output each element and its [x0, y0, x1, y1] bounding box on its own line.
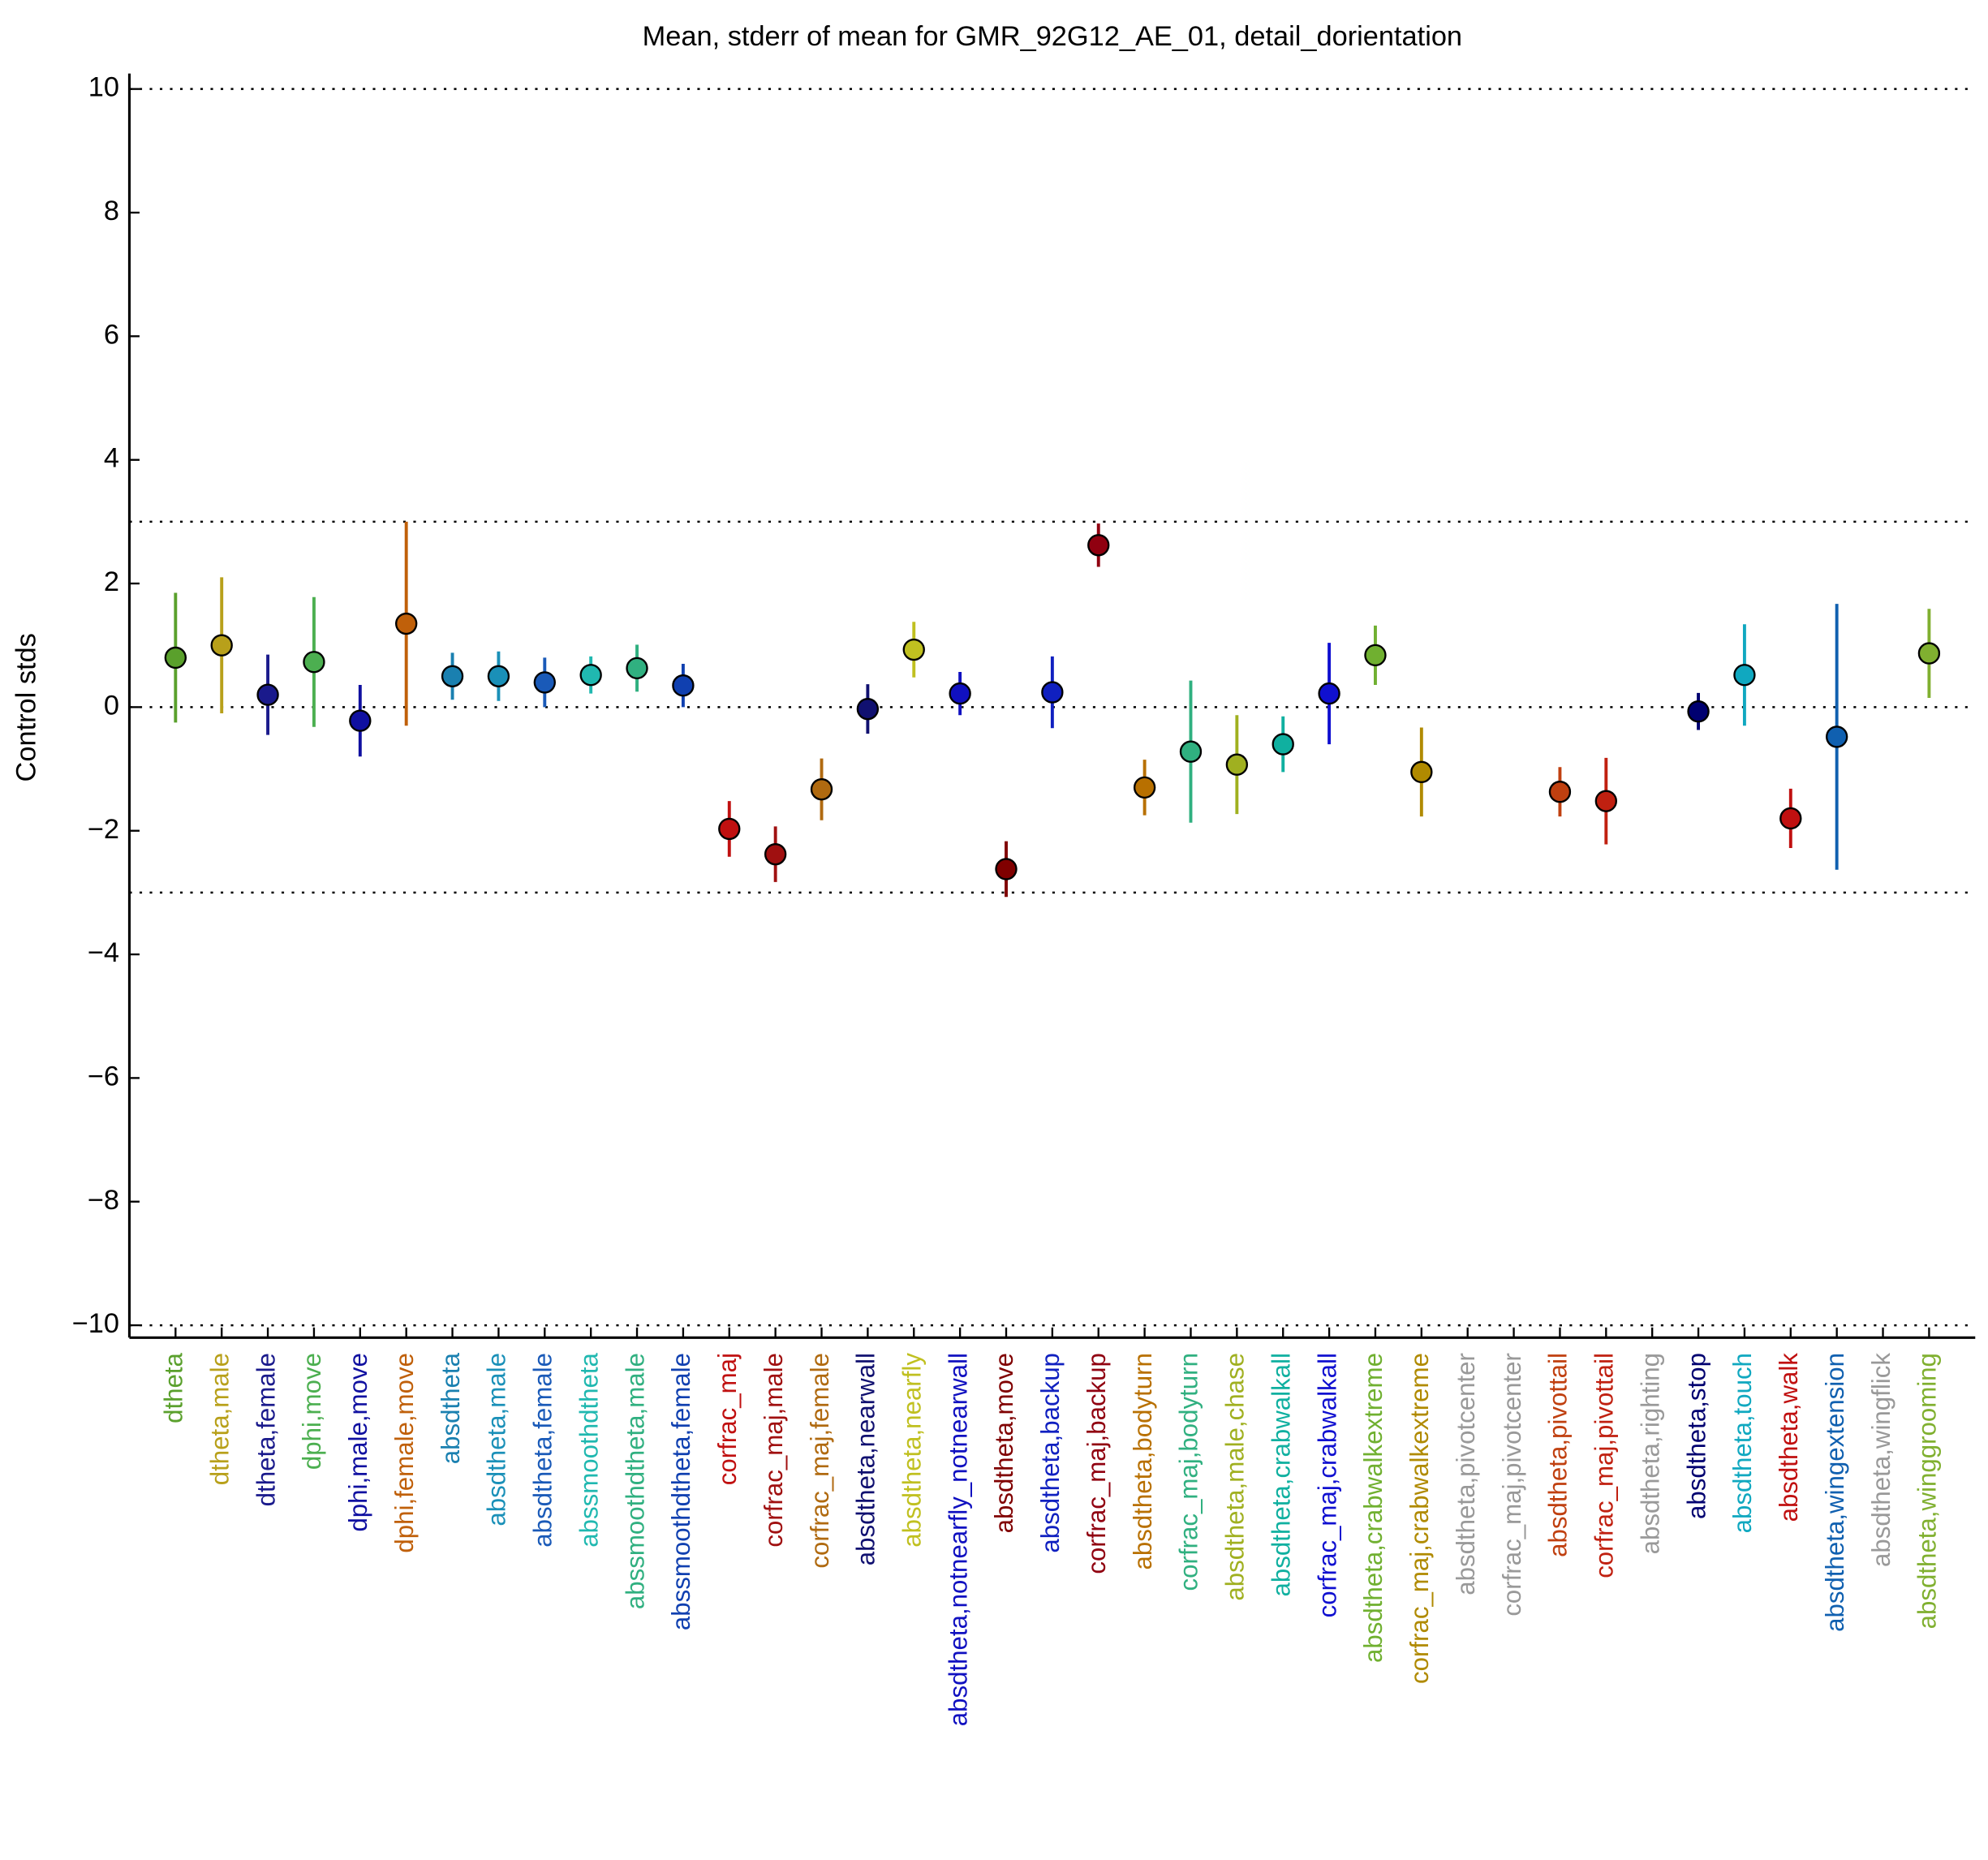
mean-marker	[995, 858, 1018, 880]
mean-marker	[1318, 682, 1340, 705]
mean-marker	[441, 665, 464, 687]
mean-marker	[672, 674, 695, 697]
x-tick-label: absdtheta,nearfly	[898, 1353, 927, 1548]
mean-marker	[1825, 725, 1848, 748]
mean-marker	[1410, 760, 1433, 784]
y-tick-label: 10	[88, 72, 119, 103]
mean-marker	[1272, 733, 1294, 756]
mean-marker	[533, 671, 556, 694]
x-tick-label: absdtheta,touch	[1728, 1353, 1757, 1533]
mean-marker	[1225, 753, 1249, 776]
mean-marker	[164, 646, 187, 670]
mean-marker	[395, 612, 418, 635]
mean-marker	[718, 817, 741, 841]
x-tick-label: corfrac_maj,crabwalkall	[1313, 1353, 1341, 1617]
x-tick-label: corfrac_maj,male	[759, 1353, 788, 1548]
mean-marker	[1179, 740, 1203, 763]
x-tick-label: dtheta,female	[252, 1353, 280, 1506]
y-tick-label: 6	[104, 319, 119, 350]
x-tick-label: dphi,female,move	[390, 1353, 419, 1553]
mean-marker	[303, 651, 325, 674]
x-tick-label: absdtheta,female	[529, 1353, 557, 1548]
mean-marker	[1687, 700, 1710, 723]
x-tick-label: absdtheta,bodyturn	[1129, 1353, 1157, 1569]
mean-marker	[210, 634, 233, 657]
mean-marker	[1041, 681, 1064, 704]
x-tick-label: corfrac_maj,pivotcenter	[1498, 1353, 1526, 1617]
x-tick-label: abssmoothdtheta,female	[667, 1353, 695, 1630]
y-tick-label: −4	[88, 937, 119, 968]
mean-marker	[902, 638, 925, 661]
x-tick-label: absdtheta,move	[990, 1353, 1018, 1533]
mean-marker	[1779, 807, 1802, 830]
y-tick-label: −2	[88, 814, 119, 845]
x-tick-label: absdtheta,wingextension	[1821, 1353, 1849, 1632]
x-tick-label: dtheta,male	[205, 1353, 234, 1485]
x-tick-label: corfrac_maj,backup	[1082, 1353, 1111, 1574]
mean-marker	[487, 665, 510, 687]
mean-marker	[1594, 790, 1617, 812]
x-tick-label: dtheta	[160, 1352, 188, 1423]
mean-marker	[579, 664, 602, 687]
x-tick-label: corfrac_maj,crabwalkextreme	[1405, 1353, 1434, 1684]
y-axis-label: Control stds	[11, 633, 42, 781]
mean-marker	[626, 657, 648, 680]
x-tick-label: absdtheta,wingflick	[1867, 1353, 1895, 1567]
x-tick-label: absdtheta,male	[483, 1353, 511, 1526]
x-tick-label: absdtheta,notnearfly_notnearwall	[944, 1353, 972, 1726]
x-tick-label: dphi,move	[298, 1353, 326, 1470]
x-tick-label: corfrac_maj	[713, 1353, 742, 1485]
mean-marker	[1548, 781, 1572, 803]
x-tick-label: dphi,male,move	[344, 1353, 372, 1532]
x-tick-label: corfrac_maj,pivottail	[1590, 1353, 1619, 1578]
y-tick-label: 4	[104, 443, 119, 474]
mean-marker	[1733, 664, 1756, 687]
x-tick-label: absdtheta	[437, 1352, 465, 1464]
x-tick-label: absdtheta,pivotcenter	[1452, 1353, 1480, 1595]
mean-marker	[949, 682, 971, 705]
y-tick-label: 0	[104, 690, 119, 721]
y-tick-label: −6	[88, 1061, 119, 1091]
mean-marker	[1364, 644, 1387, 667]
mean-marker	[764, 842, 787, 866]
y-tick-label: −10	[72, 1308, 119, 1339]
x-tick-label: absdtheta,nearwall	[852, 1353, 880, 1565]
x-tick-label: absdtheta,walk	[1775, 1353, 1803, 1522]
mean-marker	[1917, 642, 1941, 665]
x-tick-label: absdtheta,winggrooming	[1913, 1353, 1942, 1629]
mean-marker	[256, 683, 279, 706]
mean-marker	[349, 709, 372, 732]
x-tick-label: corfrac_maj,bodyturn	[1175, 1353, 1203, 1591]
y-tick-label: 8	[104, 196, 119, 226]
y-tick-label: −8	[88, 1185, 119, 1216]
x-tick-label: absdtheta,backup	[1036, 1353, 1065, 1553]
x-tick-label: absdtheta,male,chase	[1221, 1353, 1250, 1601]
x-tick-label: absdtheta,pivottail	[1544, 1353, 1573, 1557]
chart-title: Mean, stderr of mean for GMR_92G12_AE_01…	[643, 21, 1462, 52]
mean-marker	[1133, 776, 1156, 799]
x-tick-label: absdtheta,righting	[1636, 1353, 1664, 1554]
mean-marker	[856, 697, 880, 721]
mean-marker	[810, 778, 833, 801]
x-tick-label: abssmoothdtheta,male	[621, 1353, 649, 1609]
x-tick-label: absdtheta,stop	[1682, 1353, 1710, 1519]
mean-marker	[1087, 534, 1110, 557]
x-tick-label: absdtheta,crabwalkall	[1267, 1353, 1295, 1596]
y-tick-label: 2	[104, 566, 119, 597]
x-tick-label: absdtheta,crabwalkextreme	[1359, 1353, 1388, 1663]
x-tick-label: abssmoothdtheta	[574, 1352, 603, 1547]
x-tick-label: corfrac_maj,female	[806, 1353, 834, 1569]
